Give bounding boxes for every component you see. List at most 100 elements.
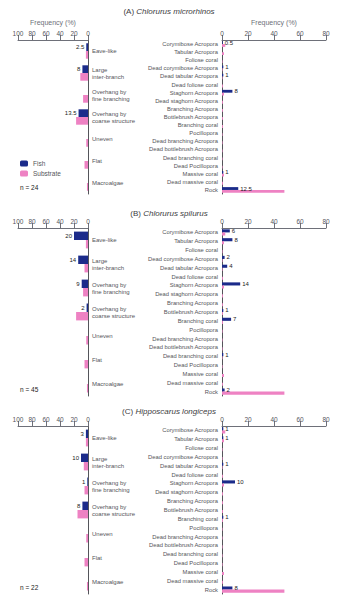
svg-text:Hipposcarus longiceps: Hipposcarus longiceps (135, 407, 216, 416)
svg-text:Dead Pocillopora: Dead Pocillopora (174, 362, 219, 368)
svg-text:20: 20 (244, 218, 252, 225)
svg-text:80: 80 (28, 218, 36, 225)
svg-text:Staghorn Acropora: Staghorn Acropora (170, 480, 219, 486)
svg-text:Branching coral: Branching coral (178, 516, 218, 522)
svg-text:0: 0 (220, 30, 224, 37)
svg-text:n = 45: n = 45 (20, 386, 39, 393)
svg-text:60: 60 (42, 218, 50, 225)
svg-text:Large: Large (92, 456, 108, 462)
svg-text:40: 40 (56, 416, 64, 423)
svg-text:Bottlebrush Acropora: Bottlebrush Acropora (164, 309, 219, 315)
svg-text:80: 80 (322, 416, 330, 423)
svg-text:1: 1 (82, 479, 86, 485)
svg-text:14: 14 (70, 257, 77, 263)
svg-text:Uneven: Uneven (92, 333, 113, 339)
svg-text:Dead branching coral: Dead branching coral (163, 155, 218, 161)
svg-text:80: 80 (28, 30, 36, 37)
svg-text:coarse structure: coarse structure (92, 118, 136, 124)
svg-text:Tabular Acropora: Tabular Acropora (174, 436, 219, 442)
svg-text:60: 60 (42, 30, 50, 37)
svg-text:2.5: 2.5 (76, 44, 85, 50)
svg-text:13.5: 13.5 (65, 110, 77, 116)
svg-text:Dead foliose coral: Dead foliose coral (172, 274, 218, 280)
svg-text:Corymibose Acropora: Corymibose Acropora (162, 41, 219, 47)
svg-text:Overhang by: Overhang by (92, 480, 126, 486)
svg-text:100: 100 (13, 30, 24, 37)
svg-text:Overhang by: Overhang by (92, 282, 126, 288)
svg-text:0: 0 (220, 218, 224, 225)
svg-text:Pocillopora: Pocillopora (189, 130, 218, 136)
svg-text:2: 2 (227, 387, 231, 393)
svg-text:inter-branch: inter-branch (92, 265, 124, 271)
svg-text:Flat: Flat (92, 158, 102, 164)
svg-text:Corymibose Acropora: Corymibose Acropora (162, 229, 219, 235)
svg-text:Dead massive coral: Dead massive coral (167, 179, 218, 185)
svg-text:1: 1 (225, 169, 229, 175)
svg-text:Dead staghorn Acropora: Dead staghorn Acropora (155, 98, 219, 104)
svg-text:4: 4 (229, 263, 233, 269)
svg-text:1: 1 (225, 64, 229, 70)
svg-text:Overhang by: Overhang by (92, 306, 126, 312)
svg-text:(B): (B) (130, 209, 143, 218)
svg-text:Flat: Flat (92, 555, 102, 561)
svg-text:0: 0 (86, 416, 90, 423)
svg-text:Dead branching coral: Dead branching coral (163, 551, 218, 557)
svg-text:Overhang by: Overhang by (92, 111, 126, 117)
svg-text:7: 7 (233, 316, 237, 322)
svg-text:Dead branching Acropora: Dead branching Acropora (152, 336, 219, 342)
svg-text:100: 100 (13, 416, 24, 423)
svg-text:Dead bottlebrush Acropora: Dead bottlebrush Acropora (149, 146, 219, 152)
svg-text:1: 1 (225, 307, 229, 313)
svg-text:Dead bottlebrush Acropora: Dead bottlebrush Acropora (149, 344, 219, 350)
svg-text:Eave-like: Eave-like (92, 435, 117, 441)
svg-text:Dead Pocillopora: Dead Pocillopora (174, 560, 219, 566)
svg-text:Corymibose Acropora: Corymibose Acropora (162, 427, 219, 433)
svg-text:fine branching: fine branching (92, 487, 130, 493)
svg-text:Frequency (%): Frequency (%) (30, 19, 76, 27)
svg-text:80: 80 (322, 218, 330, 225)
svg-text:Overhang by: Overhang by (92, 504, 126, 510)
svg-text:Branching coral: Branching coral (178, 122, 218, 128)
svg-text:Eave-like: Eave-like (92, 237, 117, 243)
svg-text:Dead corymibose Acropora: Dead corymibose Acropora (148, 65, 219, 71)
svg-text:Flat: Flat (92, 357, 102, 363)
svg-text:Dead tabular Acropora: Dead tabular Acropora (160, 265, 219, 271)
svg-text:Dead branching coral: Dead branching coral (163, 353, 218, 359)
svg-text:Large: Large (92, 67, 108, 73)
svg-text:8: 8 (77, 66, 81, 72)
svg-text:Macroalgae: Macroalgae (92, 381, 124, 387)
svg-text:Dead corymibose Acropora: Dead corymibose Acropora (148, 454, 219, 460)
svg-text:8: 8 (77, 503, 81, 509)
svg-text:Tabular Acropora: Tabular Acropora (174, 49, 219, 55)
svg-text:40: 40 (270, 416, 278, 423)
svg-text:coarse structure: coarse structure (92, 511, 136, 517)
svg-text:Branching Acropora: Branching Acropora (167, 300, 219, 306)
svg-text:Foliose coral: Foliose coral (185, 445, 218, 451)
svg-text:inter-branch: inter-branch (92, 463, 124, 469)
svg-text:6: 6 (232, 228, 236, 234)
svg-text:10: 10 (72, 455, 79, 461)
svg-text:Dead bottlebrush Acropora: Dead bottlebrush Acropora (149, 542, 219, 548)
svg-text:10: 10 (237, 479, 244, 485)
svg-text:20: 20 (65, 233, 72, 239)
svg-text:80: 80 (28, 416, 36, 423)
svg-text:0.5: 0.5 (225, 40, 234, 46)
svg-text:Frequency (%): Frequency (%) (251, 19, 297, 27)
svg-text:Chlorurus microrhinos: Chlorurus microrhinos (136, 7, 214, 16)
svg-text:inter-branch: inter-branch (92, 74, 124, 80)
svg-text:1: 1 (225, 426, 229, 432)
svg-text:0: 0 (220, 416, 224, 423)
svg-text:Chlorurus spilurus: Chlorurus spilurus (143, 209, 207, 218)
svg-text:coarse structure: coarse structure (92, 313, 136, 319)
svg-text:20: 20 (70, 30, 78, 37)
svg-text:12.5: 12.5 (240, 186, 252, 192)
svg-text:60: 60 (296, 416, 304, 423)
svg-text:60: 60 (296, 218, 304, 225)
svg-text:1: 1 (225, 461, 229, 467)
svg-text:20: 20 (244, 30, 252, 37)
svg-text:Foliose coral: Foliose coral (185, 247, 218, 253)
svg-text:Staghorn Acropora: Staghorn Acropora (170, 282, 219, 288)
svg-text:Macroalgae: Macroalgae (92, 180, 124, 186)
svg-text:Dead Pocillopora: Dead Pocillopora (174, 163, 219, 169)
svg-text:Dead branching Acropora: Dead branching Acropora (152, 534, 219, 540)
